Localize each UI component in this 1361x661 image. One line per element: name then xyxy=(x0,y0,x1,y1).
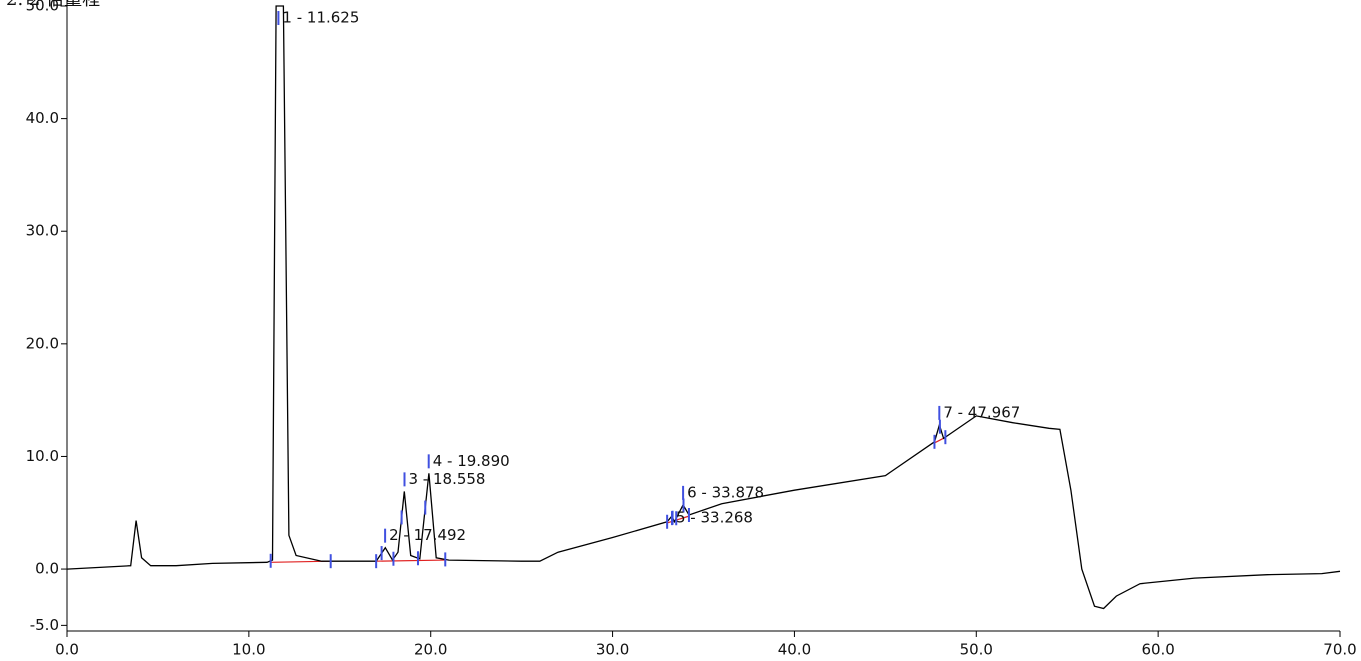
x-tick-label: 10.0 xyxy=(232,641,265,659)
x-tick-label: 70.0 xyxy=(1323,641,1356,659)
y-tick-label: 20.0 xyxy=(26,334,59,352)
y-tick-label: 50.0 xyxy=(26,0,59,15)
x-tick-label: 40.0 xyxy=(778,641,811,659)
peak-label: 3 - 18.558 xyxy=(408,470,485,488)
x-tick-label: 0.0 xyxy=(55,641,79,659)
x-tick-label: 60.0 xyxy=(1141,641,1174,659)
baseline xyxy=(666,515,690,524)
peak-label: 2 - 17.492 xyxy=(389,526,466,544)
peak-label: 7 - 47.967 xyxy=(943,403,1020,421)
peak-label: 4 - 19.890 xyxy=(433,452,510,470)
trace xyxy=(66,5,1341,610)
peak-label: 1 - 11.625 xyxy=(282,9,359,27)
peak-label: 5 - 33.268 xyxy=(676,509,753,527)
y-tick-label: 10.0 xyxy=(26,447,59,465)
peak-label: 6 - 33.878 xyxy=(687,483,764,501)
y-tick-label: -5.0 xyxy=(30,616,59,634)
x-tick-label: 50.0 xyxy=(960,641,993,659)
x-tick-label: 30.0 xyxy=(596,641,629,659)
baseline xyxy=(376,559,446,562)
chart-title: 2. 2 倍量程 xyxy=(6,0,100,10)
x-tick-label: 20.0 xyxy=(414,641,447,659)
y-tick-label: 40.0 xyxy=(26,109,59,127)
y-tick-label: 0.0 xyxy=(35,560,59,578)
y-tick-label: 30.0 xyxy=(26,222,59,240)
